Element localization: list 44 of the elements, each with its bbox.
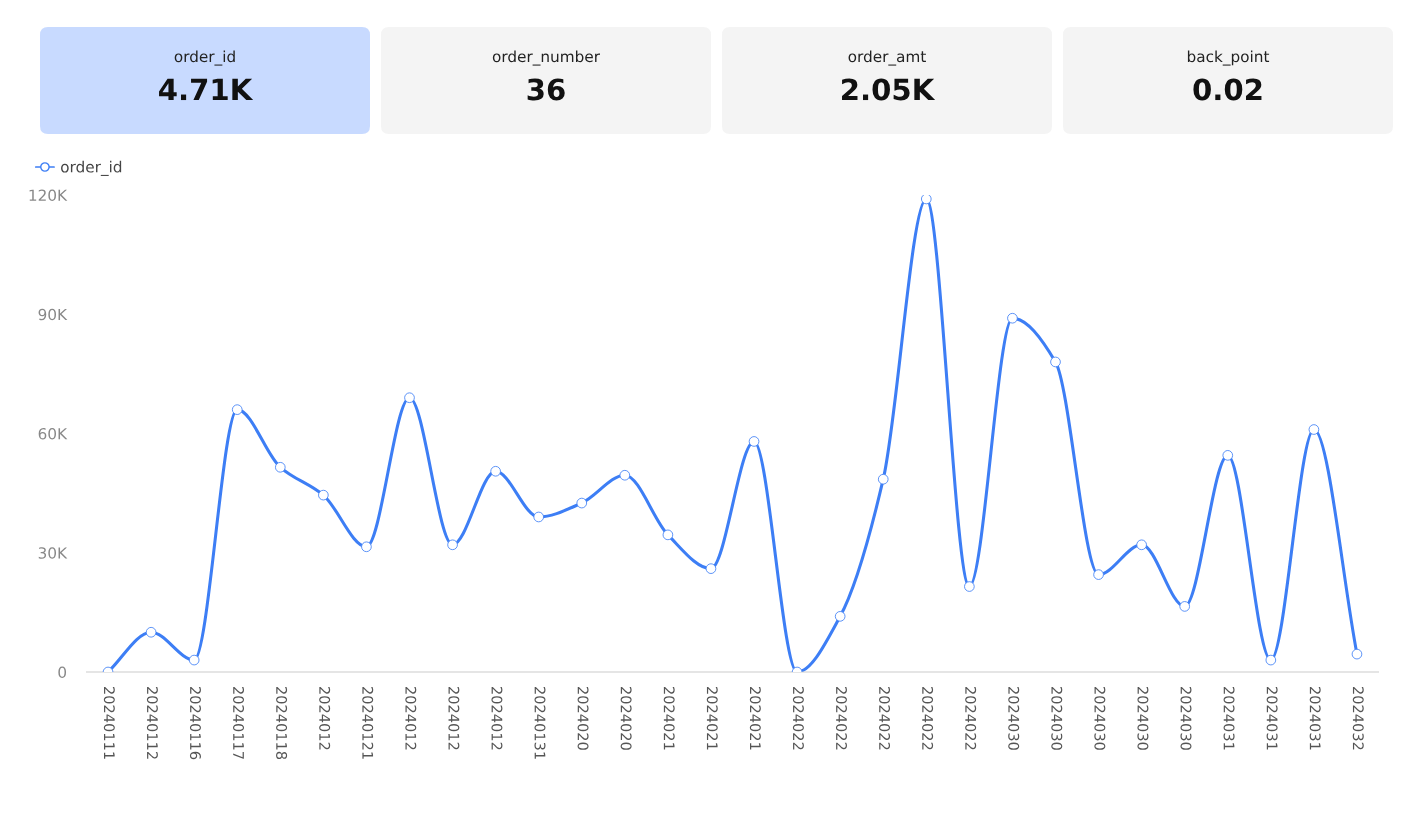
y-tick-label: 60K	[38, 427, 68, 440]
x-tick-label: 20240116	[189, 686, 201, 760]
x-tick-label: 2024022	[879, 686, 891, 750]
x-tick-label: 20240121	[362, 686, 374, 759]
x-tick-label: 2024020	[577, 686, 589, 750]
x-tick-label: 2024030	[1051, 686, 1063, 750]
x-tick-label: 2024022	[965, 686, 977, 750]
x-tick-label: 20240118	[276, 686, 288, 760]
x-tick-label: 2024030	[1137, 686, 1149, 750]
x-tick-label: 2024022	[922, 686, 934, 750]
category-label: order_amt	[848, 50, 926, 66]
y-tick-label: 30K	[38, 547, 68, 559]
x-tick-label: 2024031	[1266, 686, 1278, 750]
x-tick-label: 2024031	[1309, 686, 1321, 750]
y-tick-label: 120K	[29, 189, 68, 202]
x-tick-label: 2024021	[663, 686, 675, 750]
x-tick-label: 20240112	[146, 686, 158, 759]
y-tick-label: 0	[58, 666, 67, 679]
x-tick-label: 2024012	[319, 686, 331, 750]
x-tick-label: 2024012	[405, 686, 417, 750]
x-tick-label: 2024020	[620, 686, 632, 750]
x-tick-label: 2024030	[1008, 686, 1020, 750]
x-tick-label: 2024021	[706, 686, 718, 750]
x-tick-label: 2024012	[491, 686, 503, 750]
x-tick-label: 2024031	[1223, 686, 1235, 750]
legend-label: order_id	[61, 160, 122, 176]
x-tick-label: 2024021	[749, 686, 761, 750]
x-tick-label: 20240111	[103, 686, 115, 759]
category-label: order_id	[174, 50, 235, 66]
category-label: order_number	[492, 50, 600, 66]
x-tick-label: 2024022	[792, 686, 804, 750]
text: 36	[527, 78, 565, 101]
x-tick-label: 2024022	[835, 686, 847, 750]
y-tick-label: 90K	[38, 308, 68, 321]
text: 0.02	[1193, 78, 1262, 101]
x-tick-label: 2024030	[1180, 686, 1192, 750]
text: 4.71K	[159, 78, 254, 101]
x-tick-label: 20240131	[534, 686, 546, 759]
x-tick-label: 2024032	[1352, 686, 1364, 750]
text: 2.05K	[842, 78, 936, 101]
x-tick-label: 20240117	[233, 686, 245, 759]
x-tick-label: 2024030	[1094, 686, 1106, 750]
x-tick-label: 2024012	[448, 686, 460, 750]
category-label: back_point	[1187, 50, 1270, 66]
